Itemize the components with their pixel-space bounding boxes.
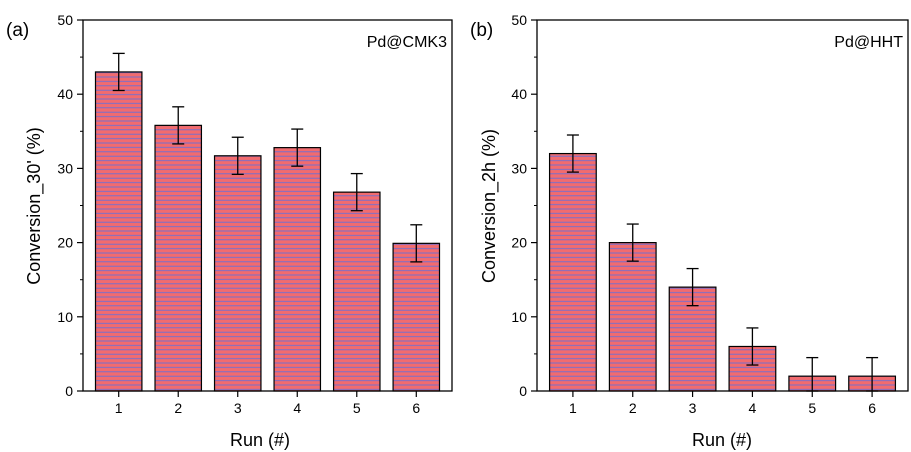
axes-b [531, 19, 909, 397]
x-tick-label-a-5: 5 [353, 400, 361, 416]
panel-label-b: (b) [470, 20, 493, 41]
y-tick-label-b-20: 20 [511, 235, 527, 251]
x-tick-label-a-3: 3 [234, 400, 242, 416]
error-bar-b-3 [686, 267, 699, 307]
x-tick-label-b-4: 4 [749, 400, 757, 416]
y-axis-title-b: Conversion_2h (%) [479, 129, 500, 283]
y-tick-label-a-30: 30 [57, 160, 73, 176]
bar-series-b [548, 152, 897, 392]
panel-label-a: (a) [6, 20, 29, 41]
x-tick-label-b-5: 5 [808, 400, 816, 416]
y-tick-label-b-30: 30 [511, 160, 527, 176]
error-bar-a-6 [410, 224, 423, 263]
axes-a [77, 19, 453, 397]
y-tick-labels-a: 0 10 20 30 40 50 [57, 12, 73, 399]
y-tick-label-a-20: 20 [57, 235, 73, 251]
error-bars-a [112, 52, 423, 263]
y-tick-label-b-40: 40 [511, 86, 527, 102]
x-tick-label-b-3: 3 [689, 400, 697, 416]
x-tick-label-a-1: 1 [115, 400, 123, 416]
y-tick-label-a-10: 10 [57, 309, 73, 325]
bar-a-6 [392, 242, 441, 392]
chart-panel-b: (b) Pd@HHT Run (#) Conversion_2h (%) 010… [470, 12, 909, 450]
y-tick-label-a-40: 40 [57, 86, 73, 102]
chart-panel-a: (a) Pd@CMK3 Run (#) Conversion_30' (%) 0… [6, 12, 453, 450]
bar-b-2 [608, 242, 657, 392]
y-tick-labels-b: 0 10 20 30 40 50 [511, 12, 527, 399]
bar-a-3 [213, 155, 262, 392]
x-axis-title-b: Run (#) [692, 430, 752, 450]
error-bar-a-3 [231, 136, 244, 175]
error-bar-b-1 [566, 134, 579, 173]
x-tick-label-a-4: 4 [293, 400, 301, 416]
error-bar-a-4 [291, 128, 304, 167]
bar-a-2 [154, 124, 203, 392]
error-bar-b-2 [626, 223, 639, 262]
error-bar-a-2 [172, 106, 185, 145]
x-axis-title-a: Run (#) [230, 430, 290, 450]
x-tick-label-b-2: 2 [629, 400, 637, 416]
bar-series-a [94, 71, 441, 392]
bar-b-1 [548, 152, 597, 392]
y-tick-label-b-50: 50 [511, 12, 527, 28]
error-bar-a-5 [350, 172, 363, 212]
x-tick-label-b-6: 6 [868, 400, 876, 416]
error-bar-b-4 [746, 327, 759, 366]
y-tick-label-a-50: 50 [57, 12, 73, 28]
x-tick-label-a-2: 2 [174, 400, 182, 416]
y-tick-label-b-10: 10 [511, 309, 527, 325]
x-tick-label-b-1: 1 [569, 400, 577, 416]
bar-a-1 [94, 71, 143, 392]
bar-a-5 [332, 191, 381, 392]
x-tick-label-a-6: 6 [412, 400, 420, 416]
chart-title-a: Pd@CMK3 [367, 34, 447, 51]
bar-a-4 [273, 147, 322, 392]
chart-title-b: Pd@HHT [834, 34, 903, 51]
y-tick-label-b-0: 0 [519, 383, 527, 399]
y-axis-title-a: Conversion_30' (%) [24, 127, 45, 285]
x-tick-labels-b: 1 2 3 4 5 6 [569, 400, 876, 416]
x-tick-labels-a: 1 2 3 4 5 6 [115, 400, 421, 416]
y-tick-label-a-0: 0 [65, 383, 73, 399]
error-bar-a-1 [112, 52, 125, 92]
